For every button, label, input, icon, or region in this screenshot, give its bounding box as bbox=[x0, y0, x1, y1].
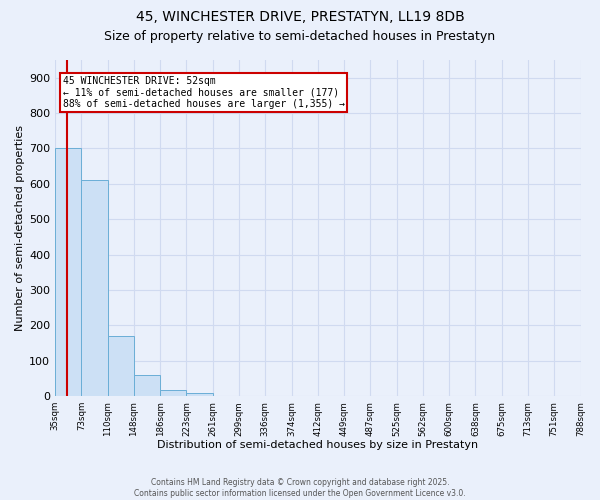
Text: 45 WINCHESTER DRIVE: 52sqm
← 11% of semi-detached houses are smaller (177)
88% o: 45 WINCHESTER DRIVE: 52sqm ← 11% of semi… bbox=[62, 76, 344, 109]
Bar bbox=[134, 375, 160, 396]
Text: Contains HM Land Registry data © Crown copyright and database right 2025.
Contai: Contains HM Land Registry data © Crown c… bbox=[134, 478, 466, 498]
Bar bbox=[107, 336, 134, 396]
Bar bbox=[160, 390, 187, 396]
X-axis label: Distribution of semi-detached houses by size in Prestatyn: Distribution of semi-detached houses by … bbox=[157, 440, 478, 450]
Text: Size of property relative to semi-detached houses in Prestatyn: Size of property relative to semi-detach… bbox=[104, 30, 496, 43]
Bar bbox=[55, 148, 82, 396]
Bar bbox=[82, 180, 107, 396]
Y-axis label: Number of semi-detached properties: Number of semi-detached properties bbox=[15, 125, 25, 331]
Bar bbox=[187, 392, 213, 396]
Text: 45, WINCHESTER DRIVE, PRESTATYN, LL19 8DB: 45, WINCHESTER DRIVE, PRESTATYN, LL19 8D… bbox=[136, 10, 464, 24]
